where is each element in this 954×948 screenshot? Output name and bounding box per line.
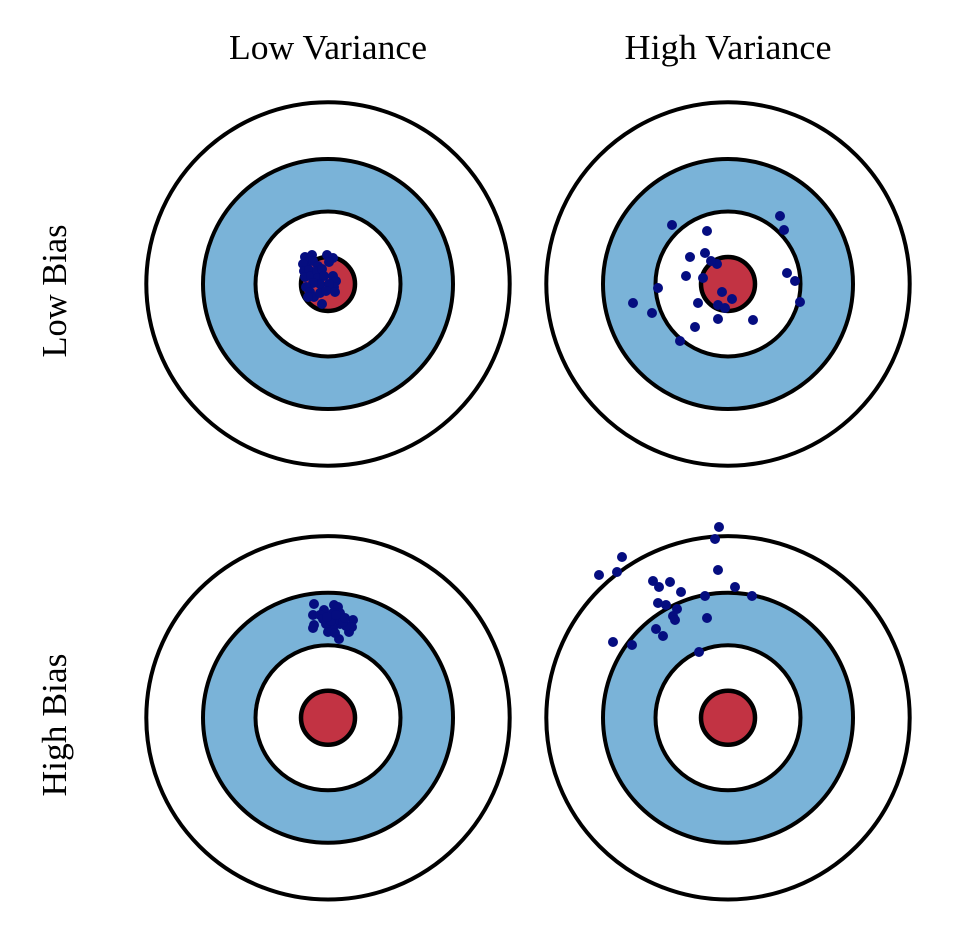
svg-text:Low Bias: Low Bias (35, 225, 74, 358)
svg-text:High Bias: High Bias (35, 654, 74, 797)
svg-text:High Variance: High Variance (625, 29, 832, 67)
svg-text:Low Variance: Low Variance (229, 29, 427, 67)
